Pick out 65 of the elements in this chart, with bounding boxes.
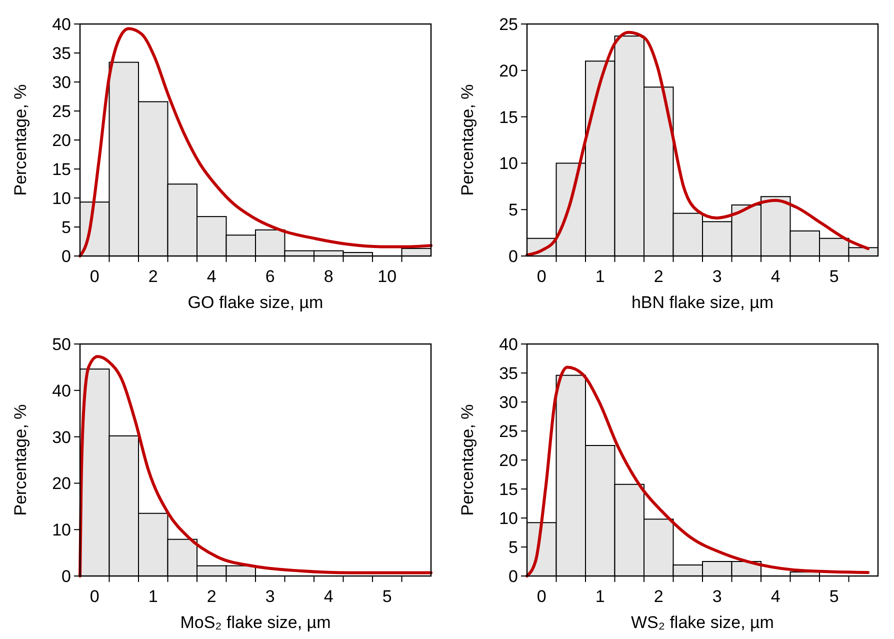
x-axis-title: hBN flake size, µm (631, 293, 774, 312)
y-tick-label: 20 (52, 130, 71, 150)
x-tick-label: 5 (382, 587, 392, 606)
line-series (78, 27, 432, 258)
x-tick-label: 3 (265, 587, 275, 606)
y-tick-label: 5 (508, 200, 518, 220)
y-tick-label: 25 (52, 102, 71, 121)
x-tick-label: 5 (829, 267, 839, 286)
x-tick-label: 3 (712, 267, 722, 286)
line-series (78, 355, 432, 578)
y-tick-label: 15 (499, 108, 518, 127)
y-tick-label: 30 (499, 392, 518, 412)
x-tick-label: 0 (536, 267, 546, 286)
x-tick-label: 2 (654, 587, 664, 606)
x-tick-label: 1 (148, 587, 158, 606)
y-tick-label: 40 (499, 334, 518, 354)
x-axis-title: GO flake size, µm (188, 293, 324, 312)
y-tick-label: 10 (52, 520, 71, 540)
y-tick-label: 30 (52, 428, 71, 447)
x-tick-label: 5 (829, 587, 839, 606)
y-tick-label: 20 (499, 61, 518, 80)
x-axis-title: MoS₂ flake size, µm (180, 613, 331, 632)
y-tick-label: 25 (499, 422, 518, 441)
x-tick-label: 1 (595, 587, 605, 606)
y-tick-label: 0 (62, 246, 71, 266)
line-series (526, 366, 870, 578)
y-axis-title: Percentage, % (11, 404, 30, 516)
y-tick-label: 0 (62, 566, 71, 586)
x-tick-label: 8 (324, 267, 334, 286)
x-tick-label: 6 (265, 267, 275, 286)
x-tick-label: 2 (654, 267, 664, 286)
x-tick-label: 4 (324, 587, 334, 606)
y-tick-label: 35 (52, 44, 71, 63)
x-tick-label: 0 (90, 267, 100, 286)
y-axis-title: Percentage, % (458, 84, 477, 196)
y-tick-label: 15 (499, 480, 518, 499)
y-tick-label: 15 (52, 160, 71, 179)
x-tick-label: 10 (378, 267, 397, 286)
y-tick-label: 50 (52, 334, 71, 354)
y-tick-label: 5 (508, 538, 518, 557)
y-tick-label: 10 (52, 188, 71, 208)
x-tick-label: 2 (148, 267, 158, 286)
y-tick-label: 25 (499, 14, 518, 34)
x-tick-label: 4 (770, 267, 780, 286)
x-tick-label: 2 (206, 587, 216, 606)
x-tick-label: 4 (206, 267, 216, 286)
y-tick-label: 5 (62, 218, 71, 237)
y-tick-label: 35 (499, 364, 518, 383)
y-axis-title: Percentage, % (11, 84, 30, 196)
x-tick-label: 0 (90, 587, 100, 606)
y-tick-label: 40 (52, 14, 71, 34)
x-tick-label: 0 (536, 587, 546, 606)
y-tick-label: 20 (52, 474, 71, 494)
y-tick-label: 0 (508, 566, 518, 586)
y-tick-label: 40 (52, 381, 71, 400)
x-tick-label: 3 (712, 587, 722, 606)
y-tick-label: 20 (499, 450, 518, 470)
y-axis-title: Percentage, % (458, 404, 477, 516)
y-tick-label: 30 (52, 72, 71, 92)
y-tick-label: 10 (499, 154, 518, 174)
x-axis-title: WS₂ flake size, µm (631, 613, 774, 632)
x-tick-label: 4 (770, 587, 780, 606)
y-tick-label: 0 (508, 246, 518, 266)
y-tick-label: 10 (499, 508, 518, 528)
x-tick-label: 1 (595, 267, 605, 286)
